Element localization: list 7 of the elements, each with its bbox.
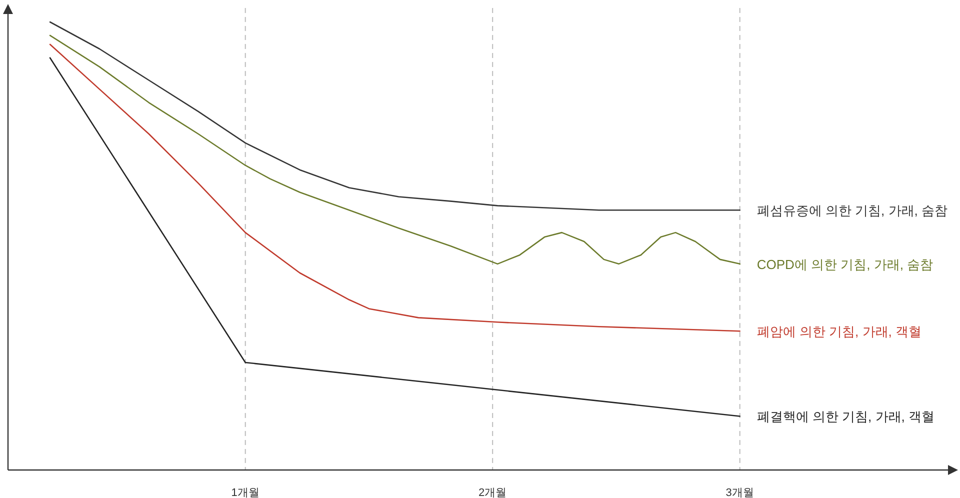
series-label: COPD에 의한 기침, 가래, 숨참: [756, 256, 934, 272]
x-tick-label: 1개월: [231, 487, 260, 498]
series-label: 폐암에 의한 기침, 가래, 객혈: [756, 324, 922, 340]
series-label: 폐결핵에 의한 기침, 가래, 객혈: [756, 409, 935, 424]
x-tick-label: 2개월: [478, 487, 507, 498]
x-tick-label: 3개월: [726, 487, 754, 498]
series-label: 폐섬유증에 의한 기침, 가래, 숨참: [756, 203, 948, 218]
